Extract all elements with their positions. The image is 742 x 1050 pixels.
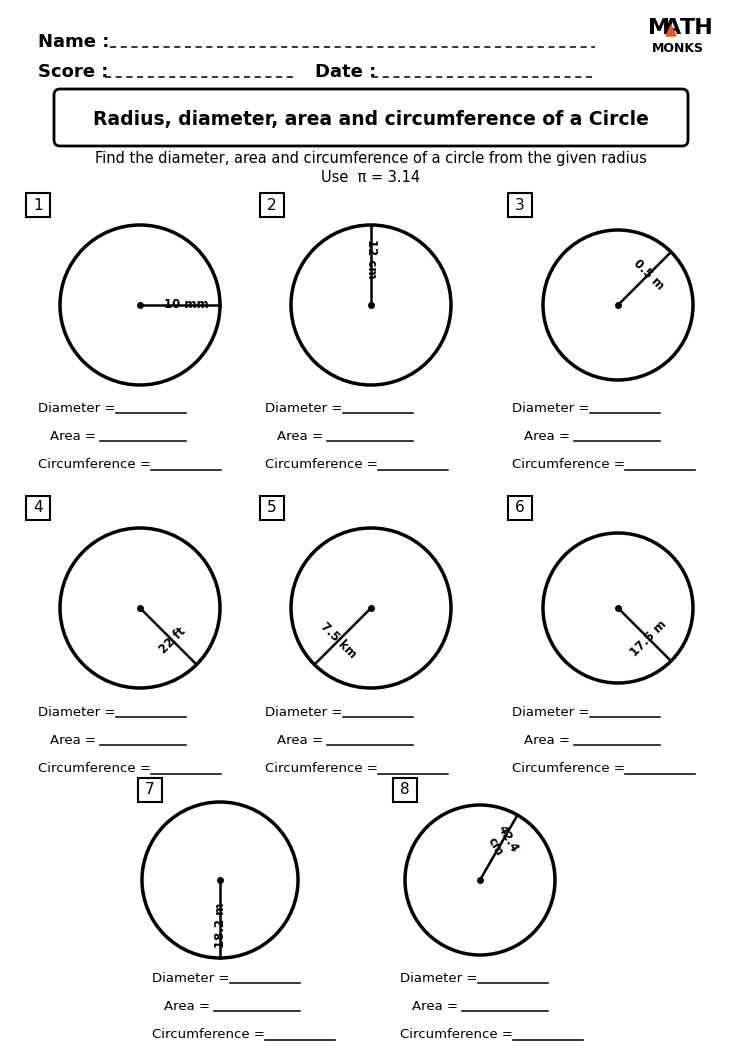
Text: Find the diameter, area and circumference of a circle from the given radius: Find the diameter, area and circumferenc… <box>95 150 647 166</box>
Text: 10 mm: 10 mm <box>164 298 209 312</box>
Text: Circumference =: Circumference = <box>152 1029 265 1042</box>
Text: 7: 7 <box>145 782 155 798</box>
Text: 2: 2 <box>267 197 277 212</box>
Text: Score :: Score : <box>38 63 108 81</box>
Text: Area =: Area = <box>524 734 570 747</box>
Text: 42.4
cm: 42.4 cm <box>482 822 521 862</box>
Text: Circumference =: Circumference = <box>512 459 625 471</box>
Text: Circumference =: Circumference = <box>512 762 625 776</box>
Text: Diameter =: Diameter = <box>265 706 342 718</box>
Text: MONKS: MONKS <box>652 42 704 55</box>
Text: Area =: Area = <box>524 429 570 442</box>
Polygon shape <box>666 25 676 36</box>
Text: Diameter =: Diameter = <box>512 706 589 718</box>
FancyBboxPatch shape <box>138 778 162 802</box>
Text: Name :: Name : <box>38 33 109 51</box>
Text: 5: 5 <box>267 501 277 516</box>
Text: A: A <box>664 18 681 38</box>
Text: 18.2 m: 18.2 m <box>214 903 226 948</box>
Text: 4: 4 <box>33 501 43 516</box>
Text: Radius, diameter, area and circumference of a Circle: Radius, diameter, area and circumference… <box>93 110 649 129</box>
FancyBboxPatch shape <box>26 193 50 217</box>
FancyBboxPatch shape <box>393 778 417 802</box>
FancyBboxPatch shape <box>54 89 688 146</box>
Text: 12 cm: 12 cm <box>364 238 378 278</box>
Text: Area =: Area = <box>50 734 96 747</box>
Text: Diameter =: Diameter = <box>152 971 229 985</box>
Text: Circumference =: Circumference = <box>265 459 378 471</box>
Text: 8: 8 <box>400 782 410 798</box>
Text: Area =: Area = <box>277 734 323 747</box>
Text: Circumference =: Circumference = <box>38 459 151 471</box>
Text: Diameter =: Diameter = <box>265 401 342 415</box>
Text: TH: TH <box>680 18 714 38</box>
Text: Circumference =: Circumference = <box>38 762 151 776</box>
Text: 3: 3 <box>515 197 525 212</box>
Text: Diameter =: Diameter = <box>512 401 589 415</box>
FancyBboxPatch shape <box>260 193 284 217</box>
Text: Date :: Date : <box>315 63 376 81</box>
Text: Use  π = 3.14: Use π = 3.14 <box>321 169 421 185</box>
Text: Area =: Area = <box>412 1000 458 1012</box>
Text: 17.5 m: 17.5 m <box>628 618 669 659</box>
Text: Diameter =: Diameter = <box>38 401 115 415</box>
Text: Circumference =: Circumference = <box>265 762 378 776</box>
Text: Area =: Area = <box>164 1000 210 1012</box>
Text: Area =: Area = <box>277 429 323 442</box>
Text: Diameter =: Diameter = <box>38 706 115 718</box>
Text: Circumference =: Circumference = <box>400 1029 513 1042</box>
Text: 22 ft: 22 ft <box>157 625 188 656</box>
FancyBboxPatch shape <box>260 496 284 520</box>
Text: M: M <box>648 18 670 38</box>
Text: 7.5 km: 7.5 km <box>318 621 358 662</box>
Text: 1: 1 <box>33 197 43 212</box>
FancyBboxPatch shape <box>508 496 532 520</box>
FancyBboxPatch shape <box>508 193 532 217</box>
Text: Area =: Area = <box>50 429 96 442</box>
Text: 6: 6 <box>515 501 525 516</box>
FancyBboxPatch shape <box>26 496 50 520</box>
Text: 0.5 m: 0.5 m <box>631 256 666 292</box>
Text: Diameter =: Diameter = <box>400 971 477 985</box>
